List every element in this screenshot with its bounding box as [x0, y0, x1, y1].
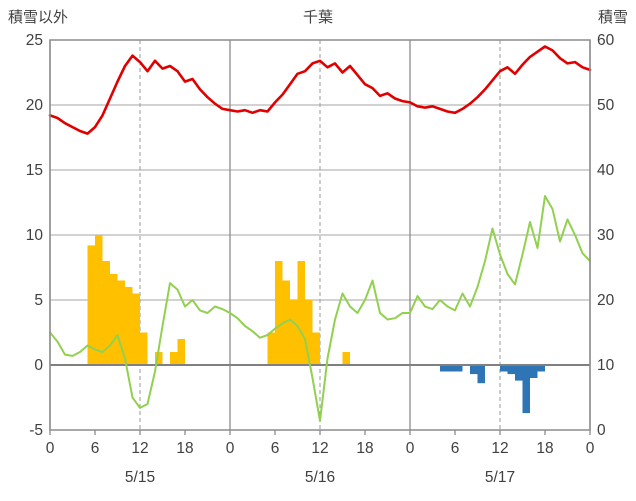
- x-tick-label: 0: [226, 440, 235, 457]
- x-tick-label: 0: [586, 440, 595, 457]
- orange-bars-bar: [267, 332, 275, 365]
- orange-bars-bar: [312, 332, 320, 365]
- left-tick-label: 20: [26, 97, 44, 114]
- orange-bars-bar: [125, 287, 133, 365]
- blue-bars-bar: [447, 365, 455, 372]
- right-tick-label: 50: [597, 97, 615, 114]
- right-axis-title: 積雪: [597, 9, 628, 26]
- blue-bars-bar: [440, 365, 448, 372]
- x-tick-label: 6: [91, 440, 100, 457]
- orange-bars-bar: [297, 261, 305, 365]
- x-tick-label: 12: [311, 440, 328, 457]
- right-tick-label: 40: [597, 162, 615, 179]
- left-tick-label: 15: [26, 162, 43, 179]
- x-tick-label: 6: [271, 440, 280, 457]
- orange-bars-bar: [282, 280, 290, 365]
- orange-bars-bar: [132, 293, 140, 365]
- x-tick-label: 18: [176, 440, 193, 457]
- x-tick-label: 0: [406, 440, 415, 457]
- right-tick-label: 0: [597, 422, 606, 439]
- blue-bars-bar: [507, 365, 515, 375]
- orange-bars-bar: [275, 261, 283, 365]
- red-line: [48, 45, 592, 135]
- blue-bars-bar: [530, 365, 538, 378]
- right-tick-label: 10: [597, 357, 615, 374]
- chart-title: 千葉: [302, 9, 333, 26]
- blue-bars-bar: [500, 365, 508, 372]
- right-tick-label: 20: [597, 292, 615, 309]
- x-tick-label: 12: [131, 440, 148, 457]
- orange-bars-bar: [140, 332, 148, 365]
- orange-bars-bar: [177, 339, 185, 365]
- right-tick-label: 60: [597, 32, 615, 49]
- orange-bars-bar: [155, 352, 163, 365]
- date-label: 5/15: [125, 469, 155, 486]
- right-tick-label: 30: [597, 227, 615, 244]
- left-tick-label: 25: [26, 32, 43, 49]
- blue-bars-bar: [522, 365, 530, 414]
- blue-bars-bar: [515, 365, 523, 381]
- blue-bars-bar: [455, 365, 463, 372]
- x-tick-label: 18: [356, 440, 373, 457]
- green-line: [49, 195, 591, 422]
- blue-bars-bar: [537, 365, 545, 372]
- date-label: 5/17: [485, 469, 515, 486]
- x-tick-label: 18: [536, 440, 553, 457]
- blue-bars-bar: [470, 365, 478, 375]
- orange-bars-bar: [87, 245, 95, 365]
- orange-bars-bar: [342, 352, 350, 365]
- orange-bars-bar: [305, 300, 313, 365]
- left-tick-label: 10: [26, 227, 44, 244]
- orange-bars-bar: [95, 235, 103, 365]
- orange-bars-bar: [290, 300, 298, 365]
- x-tick-label: 6: [451, 440, 460, 457]
- left-tick-label: -5: [29, 422, 43, 439]
- orange-bars-bar: [102, 261, 110, 365]
- left-axis-title: 積雪以外: [8, 9, 69, 26]
- left-tick-label: 5: [34, 292, 43, 309]
- date-label: 5/16: [305, 469, 335, 486]
- orange-bars-bar: [110, 274, 118, 365]
- blue-bars-bar: [477, 365, 485, 384]
- orange-bars-bar: [170, 352, 178, 365]
- x-tick-label: 12: [491, 440, 508, 457]
- orange-bars-bar: [117, 280, 125, 365]
- x-tick-label: 0: [46, 440, 55, 457]
- left-tick-label: 0: [34, 357, 43, 374]
